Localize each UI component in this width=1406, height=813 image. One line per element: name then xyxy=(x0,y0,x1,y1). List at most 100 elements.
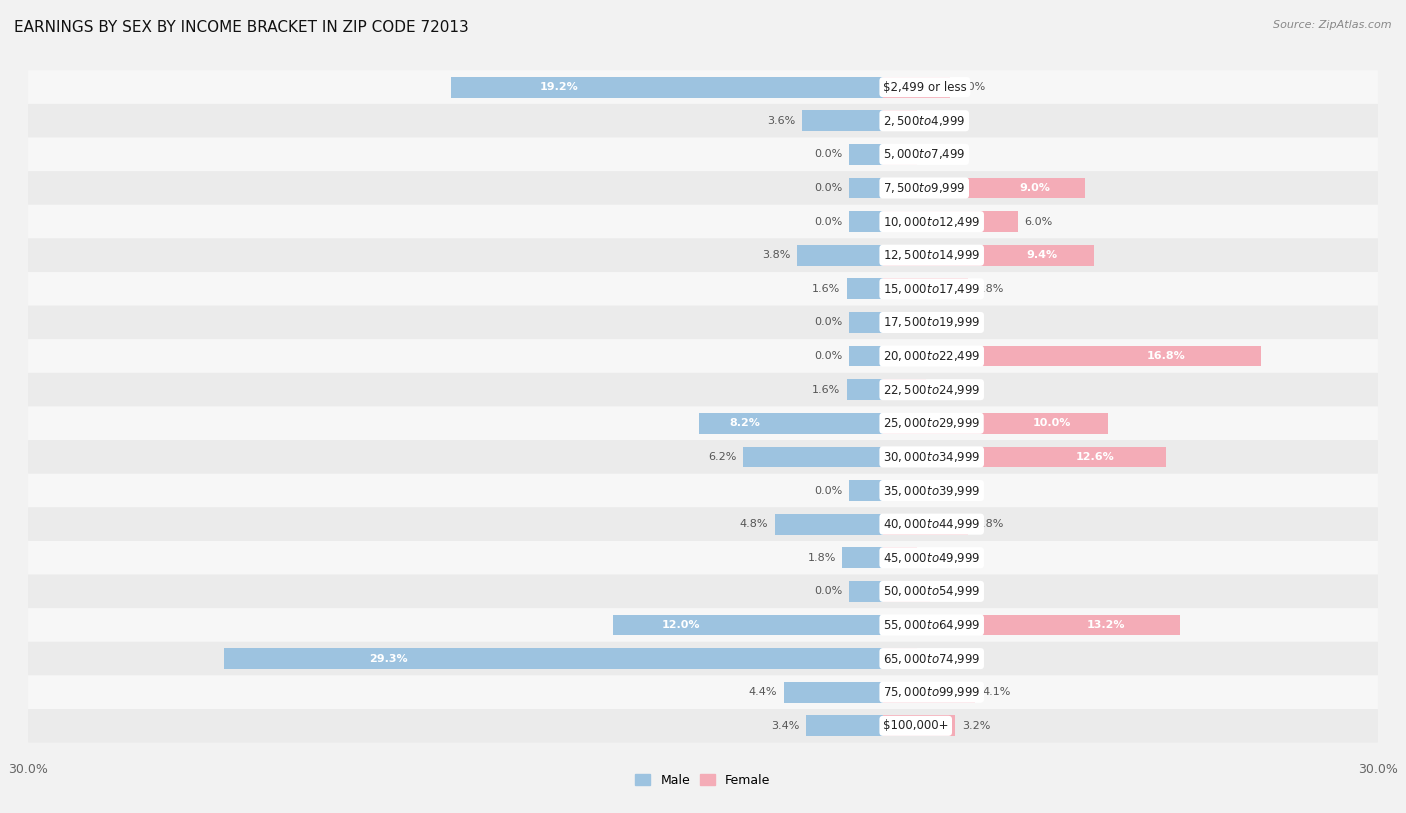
FancyBboxPatch shape xyxy=(28,306,1378,339)
Bar xyxy=(883,111,917,131)
Bar xyxy=(613,615,883,636)
FancyBboxPatch shape xyxy=(28,541,1378,575)
Bar xyxy=(775,514,883,535)
Bar xyxy=(883,514,969,535)
FancyBboxPatch shape xyxy=(28,205,1378,238)
Bar xyxy=(846,380,883,400)
Text: 0.0%: 0.0% xyxy=(814,485,842,496)
Text: 3.8%: 3.8% xyxy=(976,284,1004,293)
Text: $75,000 to $99,999: $75,000 to $99,999 xyxy=(883,685,980,699)
Bar xyxy=(883,211,1018,232)
Text: $10,000 to $12,499: $10,000 to $12,499 xyxy=(883,215,980,228)
Text: $100,000+: $100,000+ xyxy=(883,720,949,733)
FancyBboxPatch shape xyxy=(28,474,1378,507)
Bar xyxy=(883,480,917,501)
Text: 0.0%: 0.0% xyxy=(814,351,842,361)
Text: 1.6%: 1.6% xyxy=(813,284,841,293)
Bar xyxy=(883,648,917,669)
Text: 3.0%: 3.0% xyxy=(957,82,986,92)
Text: 0.0%: 0.0% xyxy=(814,317,842,328)
Text: $35,000 to $39,999: $35,000 to $39,999 xyxy=(883,484,980,498)
Bar xyxy=(842,547,883,568)
Bar xyxy=(883,380,925,400)
Text: $65,000 to $74,999: $65,000 to $74,999 xyxy=(883,651,980,666)
Text: $50,000 to $54,999: $50,000 to $54,999 xyxy=(883,585,980,598)
FancyBboxPatch shape xyxy=(28,104,1378,137)
Text: 4.1%: 4.1% xyxy=(981,687,1011,698)
Text: $2,499 or less: $2,499 or less xyxy=(883,80,967,93)
Text: 0.0%: 0.0% xyxy=(924,553,952,563)
Bar xyxy=(451,76,883,98)
Bar xyxy=(883,245,1094,266)
Text: 0.0%: 0.0% xyxy=(924,317,952,328)
Bar xyxy=(883,76,950,98)
Text: 1.8%: 1.8% xyxy=(807,553,835,563)
Text: 12.0%: 12.0% xyxy=(661,620,700,630)
Text: 4.4%: 4.4% xyxy=(749,687,778,698)
Bar xyxy=(883,413,1108,433)
Bar xyxy=(883,177,1085,198)
Text: 3.8%: 3.8% xyxy=(762,250,790,260)
Bar xyxy=(883,144,917,165)
Text: Source: ZipAtlas.com: Source: ZipAtlas.com xyxy=(1274,20,1392,30)
Bar xyxy=(849,144,883,165)
Text: 0.0%: 0.0% xyxy=(814,586,842,597)
Text: 1.6%: 1.6% xyxy=(813,385,841,394)
Text: $30,000 to $34,999: $30,000 to $34,999 xyxy=(883,450,980,464)
Text: $40,000 to $44,999: $40,000 to $44,999 xyxy=(883,517,980,531)
Text: 0.0%: 0.0% xyxy=(924,654,952,663)
Text: $5,000 to $7,499: $5,000 to $7,499 xyxy=(883,147,966,162)
FancyBboxPatch shape xyxy=(28,507,1378,541)
Bar xyxy=(883,547,917,568)
Text: 8.2%: 8.2% xyxy=(730,419,761,428)
Text: 0.0%: 0.0% xyxy=(924,115,952,126)
Text: $2,500 to $4,999: $2,500 to $4,999 xyxy=(883,114,966,128)
FancyBboxPatch shape xyxy=(28,373,1378,406)
Bar xyxy=(699,413,883,433)
Text: $15,000 to $17,499: $15,000 to $17,499 xyxy=(883,282,980,296)
Text: 3.8%: 3.8% xyxy=(976,520,1004,529)
FancyBboxPatch shape xyxy=(28,272,1378,306)
Text: 3.4%: 3.4% xyxy=(772,721,800,731)
Text: 0.0%: 0.0% xyxy=(924,150,952,159)
FancyBboxPatch shape xyxy=(28,440,1378,474)
Bar xyxy=(883,615,1180,636)
Text: $20,000 to $22,499: $20,000 to $22,499 xyxy=(883,349,980,363)
Bar xyxy=(883,446,1167,467)
FancyBboxPatch shape xyxy=(28,676,1378,709)
FancyBboxPatch shape xyxy=(28,406,1378,440)
Bar xyxy=(849,581,883,602)
Bar xyxy=(807,715,883,737)
FancyBboxPatch shape xyxy=(28,71,1378,104)
Text: 9.0%: 9.0% xyxy=(1019,183,1050,193)
Text: 4.8%: 4.8% xyxy=(740,520,768,529)
FancyBboxPatch shape xyxy=(28,709,1378,742)
Bar xyxy=(744,446,883,467)
Text: 1.9%: 1.9% xyxy=(932,385,960,394)
Text: $25,000 to $29,999: $25,000 to $29,999 xyxy=(883,416,980,430)
Legend: Male, Female: Male, Female xyxy=(630,769,776,792)
Text: 9.4%: 9.4% xyxy=(1026,250,1057,260)
Text: 6.0%: 6.0% xyxy=(1025,216,1053,227)
Text: $17,500 to $19,999: $17,500 to $19,999 xyxy=(883,315,980,329)
Bar xyxy=(883,581,931,602)
FancyBboxPatch shape xyxy=(28,238,1378,272)
Bar xyxy=(883,278,969,299)
Text: $12,500 to $14,999: $12,500 to $14,999 xyxy=(883,248,980,263)
FancyBboxPatch shape xyxy=(28,137,1378,172)
Text: 6.2%: 6.2% xyxy=(709,452,737,462)
Text: 19.2%: 19.2% xyxy=(540,82,578,92)
Text: $7,500 to $9,999: $7,500 to $9,999 xyxy=(883,181,966,195)
Text: 16.8%: 16.8% xyxy=(1147,351,1185,361)
Bar xyxy=(883,346,1261,367)
Bar xyxy=(849,480,883,501)
Text: 12.6%: 12.6% xyxy=(1076,452,1115,462)
Text: 0.0%: 0.0% xyxy=(814,150,842,159)
Bar xyxy=(849,177,883,198)
Text: 0.0%: 0.0% xyxy=(814,216,842,227)
Bar xyxy=(797,245,883,266)
Text: 3.6%: 3.6% xyxy=(768,115,796,126)
Text: 0.0%: 0.0% xyxy=(814,183,842,193)
Bar xyxy=(224,648,883,669)
Bar xyxy=(801,111,883,131)
